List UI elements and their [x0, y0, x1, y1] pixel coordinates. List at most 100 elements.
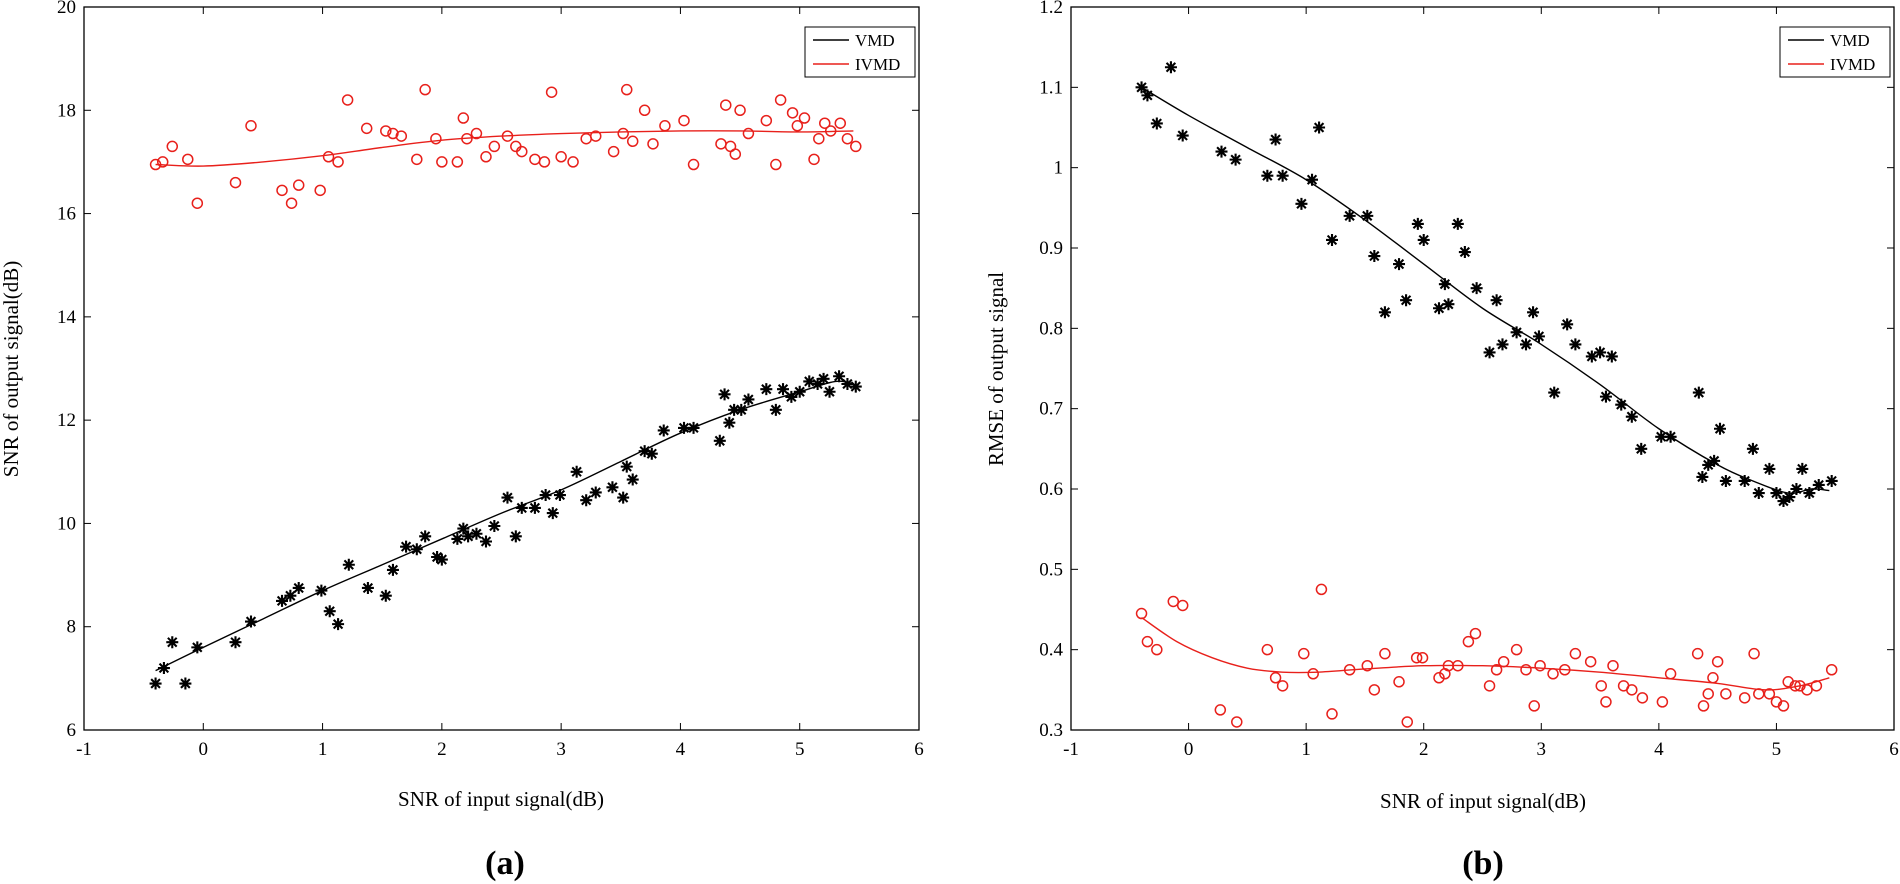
- data-point-vmd-a: [509, 530, 522, 543]
- data-point-ivmd-a: [480, 151, 492, 163]
- x-tick-label-b: -1: [1063, 739, 1079, 760]
- data-point-ivmd-a: [322, 151, 335, 163]
- data-point-ivmd-a: [411, 153, 423, 166]
- data-point-ivmd-a: [545, 86, 558, 98]
- data-point-vmd-a: [528, 501, 541, 514]
- data-point-vmd-b: [1635, 442, 1648, 455]
- data-point-vmd-a: [723, 416, 736, 429]
- data-point-vmd-a: [626, 473, 639, 486]
- data-point-vmd-a: [777, 383, 790, 396]
- data-point-vmd-b: [1803, 487, 1816, 500]
- data-point-vmd-a: [833, 370, 846, 383]
- data-point-ivmd-a: [607, 145, 620, 158]
- y-ticks-a: 6 8 10 12 14 16 18 20: [57, 0, 919, 741]
- data-point-vmd-b: [1625, 410, 1638, 423]
- data-point-ivmd-a: [850, 140, 862, 153]
- data-point-vmd-a: [617, 491, 630, 504]
- data-point-vmd-a: [811, 377, 824, 390]
- data-point-ivmd-b: [1343, 664, 1356, 676]
- data-point-ivmd-a: [156, 156, 169, 168]
- data-point-ivmd-a: [191, 197, 204, 209]
- data-point-vmd-a: [606, 481, 619, 494]
- y-tick-label-b: 0.3: [1039, 720, 1063, 741]
- data-point-vmd-b: [1496, 338, 1509, 351]
- data-point-ivmd-b: [1664, 668, 1677, 680]
- data-point-vmd-b: [1790, 483, 1803, 495]
- y-tick-label-a: 12: [57, 410, 76, 431]
- data-point-vmd-b: [1164, 61, 1177, 74]
- data-point-ivmd-b: [1810, 680, 1823, 692]
- data-point-vmd-b: [1783, 491, 1796, 504]
- data-point-ivmd-b: [1738, 692, 1751, 704]
- data-point-ivmd-a: [617, 127, 629, 140]
- data-point-vmd-a: [657, 424, 670, 437]
- data-point-ivmd-a: [341, 94, 354, 106]
- data-point-ivmd-a: [516, 145, 528, 158]
- data-point-vmd-b: [1269, 133, 1282, 146]
- data-point-vmd-b: [1585, 350, 1598, 363]
- data-point-ivmd-a: [729, 148, 742, 160]
- data-point-ivmd-b: [1825, 664, 1838, 676]
- x-tick-label-a: 4: [676, 739, 686, 760]
- data-point-vmd-b: [1696, 470, 1709, 483]
- data-point-ivmd-a: [419, 83, 431, 96]
- data-points-b: [1135, 61, 1838, 728]
- data-point-vmd-b: [1692, 386, 1705, 399]
- data-point-ivmd-b: [1520, 664, 1532, 676]
- panel-label-b: (b): [1462, 845, 1504, 882]
- data-point-vmd-b: [1812, 478, 1825, 491]
- data-point-vmd-a: [823, 385, 836, 398]
- x-tick-label-a: 2: [437, 739, 447, 760]
- data-point-vmd-a: [570, 465, 583, 478]
- data-point-vmd-b: [1702, 458, 1715, 471]
- data-point-ivmd-a: [387, 127, 399, 140]
- data-point-vmd-b: [1361, 209, 1374, 222]
- data-point-ivmd-b: [1547, 668, 1559, 680]
- data-point-vmd-b: [1458, 246, 1471, 259]
- x-tick-label-a: -1: [76, 739, 92, 760]
- data-point-ivmd-b: [1497, 655, 1510, 668]
- data-point-vmd-a: [400, 540, 413, 553]
- data-point-ivmd-b: [1315, 583, 1328, 596]
- data-point-ivmd-a: [285, 197, 298, 209]
- data-point-ivmd-b: [1214, 704, 1227, 716]
- data-point-vmd-b: [1527, 306, 1540, 319]
- data-point-vmd-b: [1510, 326, 1523, 339]
- panel-label-a: (a): [485, 845, 525, 882]
- data-point-vmd-a: [580, 494, 593, 507]
- data-point-vmd-b: [1368, 250, 1381, 263]
- y-tick-label-b: 0.5: [1039, 559, 1063, 580]
- data-point-ivmd-a: [501, 130, 514, 142]
- data-point-ivmd-a: [457, 112, 470, 124]
- y-tick-label-a: 14: [57, 307, 77, 328]
- data-point-ivmd-a: [678, 114, 690, 127]
- data-point-ivmd-b: [1276, 680, 1289, 692]
- data-point-vmd-a: [841, 377, 854, 390]
- data-point-ivmd-a: [229, 176, 242, 189]
- data-point-ivmd-b: [1269, 672, 1282, 684]
- legend-label-ivmd-a: IVMD: [855, 55, 900, 74]
- data-point-vmd-b: [1411, 217, 1424, 230]
- data-point-vmd-b: [1306, 173, 1319, 186]
- data-point-ivmd-a: [786, 107, 799, 119]
- data-point-ivmd-a: [647, 138, 659, 150]
- data-point-vmd-b: [1313, 121, 1326, 134]
- data-point-ivmd-b: [1584, 655, 1597, 668]
- data-point-vmd-a: [803, 375, 816, 388]
- x-tick-label-b: 1: [1301, 739, 1311, 760]
- data-point-vmd-a: [361, 581, 374, 594]
- chart-panel-b: -1 0 1 2 3 4 5 6 0.3 0.4 0.5 0.6 0.7 0.8 0.9 1 1.1 1.2 V…: [984, 0, 1899, 882]
- data-point-ivmd-b: [1636, 692, 1649, 704]
- legend-label-ivmd-b: IVMD: [1830, 55, 1875, 74]
- data-point-ivmd-b: [1452, 659, 1464, 672]
- y-tick-label-b: 0.7: [1039, 399, 1063, 420]
- y-tick-label-a: 18: [57, 100, 76, 121]
- legend-box-a: [804, 26, 916, 78]
- data-point-ivmd-a: [430, 132, 442, 145]
- data-point-vmd-a: [742, 393, 755, 406]
- data-point-vmd-b: [1229, 153, 1242, 166]
- data-point-ivmd-a: [149, 158, 162, 171]
- data-point-vmd-a: [332, 618, 345, 631]
- data-point-vmd-a: [229, 636, 242, 649]
- data-point-ivmd-b: [1777, 700, 1790, 712]
